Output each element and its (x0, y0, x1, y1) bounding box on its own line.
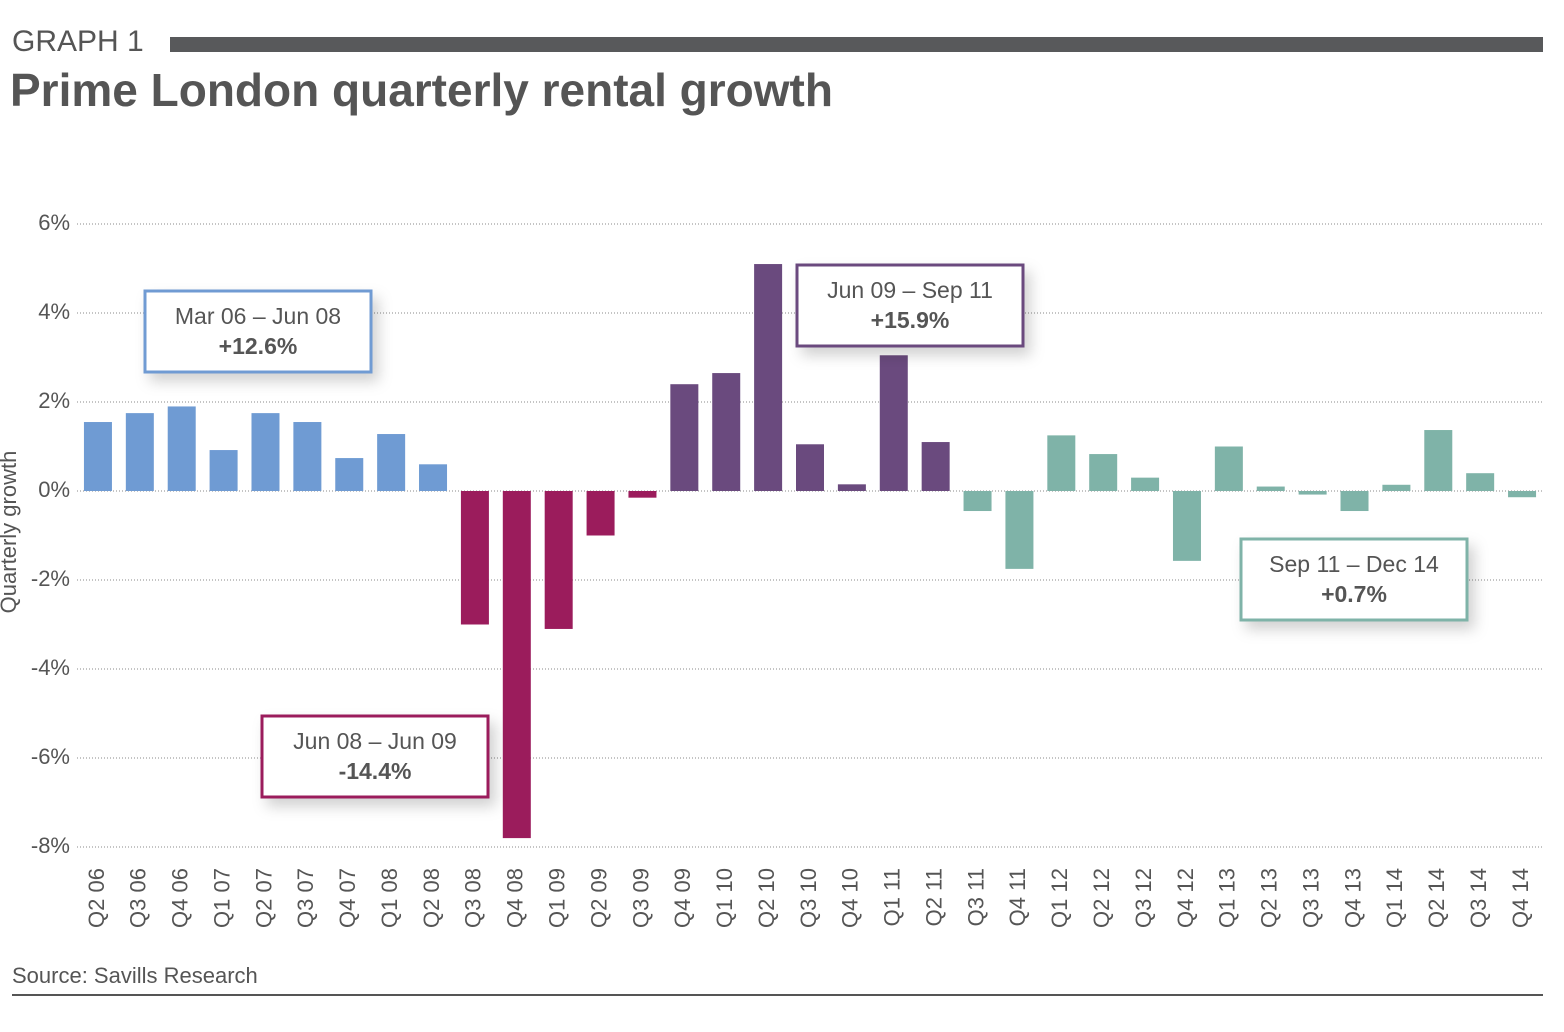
bar (83, 422, 112, 491)
x-tick-label: Q1 09 (544, 868, 569, 928)
bar (544, 491, 573, 629)
x-tick-label: Q4 07 (335, 868, 360, 928)
bar (963, 491, 992, 512)
y-tick-label: 2% (38, 388, 70, 413)
chart-title: Prime London quarterly rental growth (10, 64, 833, 116)
x-tick-label: Q2 06 (84, 868, 109, 928)
x-tick-label: Q4 06 (168, 868, 193, 928)
x-tick-label: Q2 08 (419, 868, 444, 928)
x-tick-label: Q3 14 (1466, 868, 1491, 928)
annotation-box (1239, 537, 1469, 622)
bar (377, 434, 406, 491)
source: Source: Savills Research (12, 963, 258, 988)
x-tick-label: Q1 10 (712, 868, 737, 928)
x-tick-label: Q1 11 (880, 868, 905, 926)
bar (670, 384, 699, 491)
header-bar (170, 37, 1543, 52)
bar (502, 491, 531, 839)
bar (1256, 486, 1285, 491)
y-tick-label: -8% (31, 833, 70, 858)
bar (293, 422, 322, 491)
bar (1466, 473, 1495, 491)
x-tick-label: Q4 14 (1508, 868, 1533, 928)
bar (1089, 454, 1118, 491)
x-tick-label: Q3 08 (461, 868, 486, 928)
bar (1382, 484, 1411, 491)
x-tick-label: Q4 13 (1340, 868, 1365, 928)
bar (712, 373, 741, 491)
annotation-range: Jun 08 – Jun 09 (293, 728, 457, 754)
x-tick-label: Q1 13 (1215, 868, 1240, 928)
y-axis-label: Quarterly growth (0, 451, 21, 614)
x-tick-label: Q3 10 (796, 868, 821, 928)
bar (1424, 430, 1453, 491)
bar (1047, 435, 1076, 491)
x-tick-label: Q4 10 (838, 868, 863, 928)
y-tick-label: 6% (38, 210, 70, 235)
y-tick-label: -6% (31, 744, 70, 769)
y-tick-label: 4% (38, 299, 70, 324)
bar (1298, 491, 1327, 495)
x-tick-label: Q3 12 (1131, 868, 1156, 928)
bar (1214, 446, 1243, 491)
x-tick-label: Q2 07 (251, 868, 276, 928)
x-tick-label: Q2 10 (754, 868, 779, 928)
x-tick-label: Q4 09 (670, 868, 695, 928)
annotation-range: Mar 06 – Jun 08 (175, 303, 341, 329)
x-tick-label: Q2 09 (586, 868, 611, 928)
bar (1508, 491, 1537, 498)
bar (251, 413, 280, 491)
x-tick-label: Q2 13 (1257, 868, 1282, 928)
x-tick-label: Q3 09 (628, 868, 653, 928)
bar (125, 413, 154, 491)
x-tick-label: Q1 07 (209, 868, 234, 928)
bar (1005, 491, 1034, 569)
bar (335, 458, 364, 491)
x-tick-label: Q2 11 (921, 868, 946, 926)
x-tick-label: Q3 06 (126, 868, 151, 928)
bar (628, 491, 657, 498)
bar (460, 491, 489, 625)
x-tick-label: Q2 14 (1424, 868, 1449, 928)
x-tick-label: Q3 13 (1298, 868, 1323, 928)
x-tick-label: Q4 12 (1173, 868, 1198, 928)
graph-label: GRAPH 1 (12, 25, 144, 58)
annotation-range: Jun 09 – Sep 11 (827, 277, 993, 303)
x-tick-label: Q2 12 (1089, 868, 1114, 928)
bar (879, 355, 908, 491)
x-tick-label: Q4 11 (1005, 868, 1030, 926)
annotation-value: +15.9% (871, 307, 950, 333)
annotation-value: +12.6% (219, 333, 298, 359)
y-tick-label: 0% (38, 477, 70, 502)
bar (586, 491, 615, 536)
bar (167, 406, 196, 491)
bar (837, 484, 866, 491)
annotation-value: +0.7% (1321, 581, 1387, 607)
bar (1340, 491, 1369, 512)
annotation-range: Sep 11 – Dec 14 (1269, 551, 1439, 577)
annotation-box (143, 289, 373, 374)
x-tick-label: Q1 14 (1382, 868, 1407, 928)
bar (419, 464, 448, 491)
annotation-box (260, 714, 490, 799)
bar (754, 264, 783, 491)
y-tick-label: -2% (31, 566, 70, 591)
x-tick-label: Q1 12 (1047, 868, 1072, 928)
x-tick-label: Q3 11 (963, 868, 988, 926)
x-tick-label: Q4 08 (503, 868, 528, 928)
annotation-box (795, 263, 1025, 348)
bar (796, 444, 824, 491)
y-tick-label: -4% (31, 655, 70, 680)
bar (1172, 491, 1201, 561)
x-tick-label: Q3 07 (293, 868, 318, 928)
x-tick-label: Q1 08 (377, 868, 402, 928)
bar (1131, 477, 1160, 491)
bar (921, 442, 950, 491)
annotation-value: -14.4% (339, 758, 412, 784)
bar (209, 450, 238, 491)
